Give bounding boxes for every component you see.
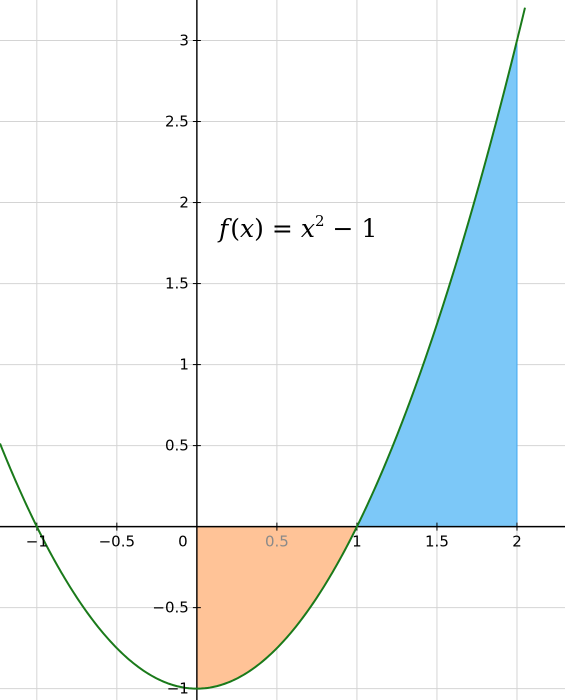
- function-label: f(x) = x2−1: [217, 212, 377, 243]
- formula-open: (: [230, 214, 240, 243]
- formula-fname: f: [217, 214, 232, 243]
- curve-f: [0, 7, 526, 690]
- formula-var: x: [240, 214, 254, 243]
- formula-exponent: 2: [315, 212, 325, 230]
- tick-labels: −1 −0.5 0 0.5 1 1.5 2−1−0.50.511.522.53: [26, 32, 522, 698]
- y-tick-label: −0.5: [152, 599, 188, 617]
- formula-minus: −: [333, 214, 354, 243]
- y-tick-label: 2: [179, 194, 189, 212]
- x-tick-label: 2: [512, 533, 522, 551]
- x-tick-label: −1: [26, 533, 48, 551]
- y-tick-label: 2.5: [165, 113, 189, 131]
- y-tick-label: 1: [179, 356, 189, 374]
- x-tick-label: 1: [352, 533, 362, 551]
- y-tick-label: 0.5: [165, 437, 189, 455]
- formula-equals: =: [272, 214, 293, 243]
- formula-base: x: [301, 214, 315, 243]
- y-tick-label: −1: [167, 680, 189, 698]
- y-tick-label: 1.5: [165, 275, 189, 293]
- formula-close: ): [254, 214, 264, 243]
- x-tick-label: 0.5: [265, 533, 289, 551]
- x-tick-label: 1.5: [425, 533, 449, 551]
- curve-layer: [0, 7, 526, 690]
- x-tick-label: −0.5: [99, 533, 135, 551]
- y-tick-label: 3: [179, 32, 189, 50]
- x-tick-label: 0: [178, 533, 188, 551]
- formula-constant: 1: [361, 214, 377, 243]
